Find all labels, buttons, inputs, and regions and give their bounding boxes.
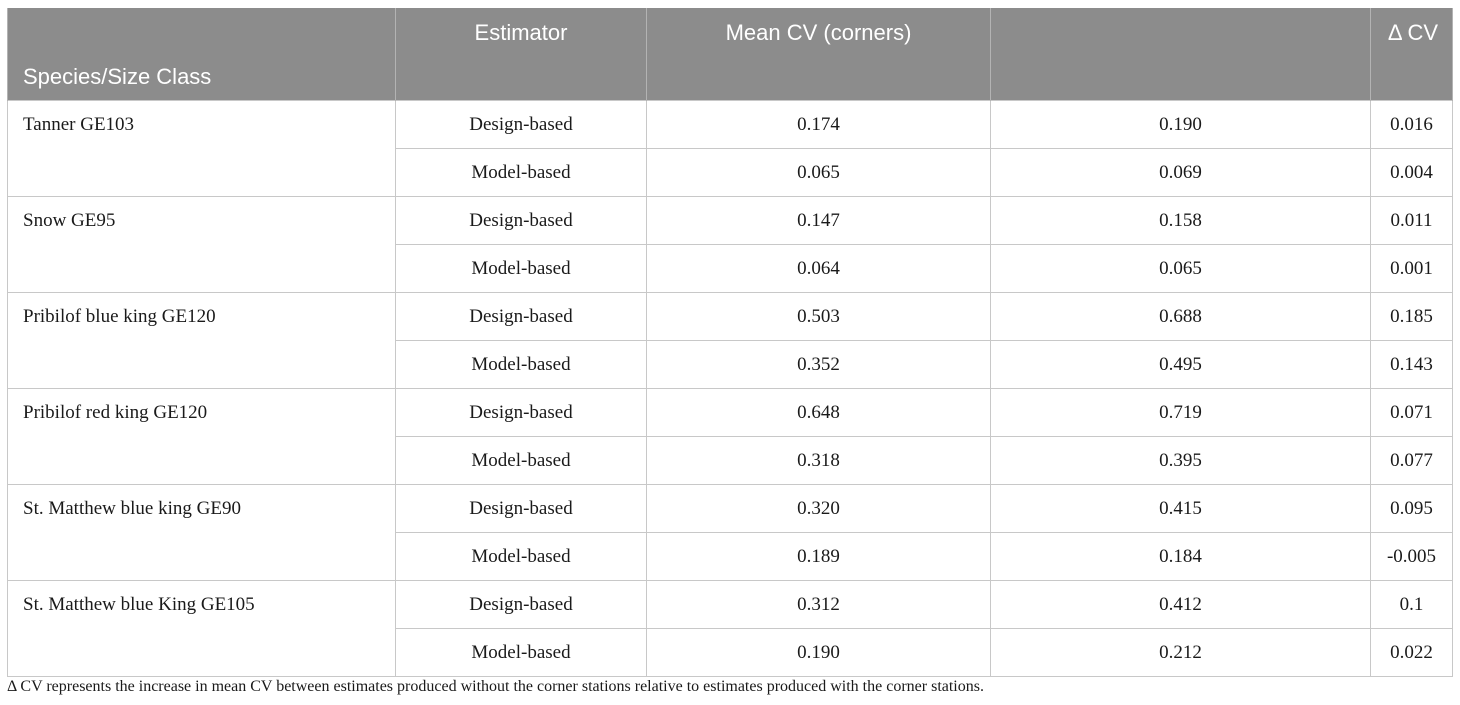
- cell-col4: 0.158: [990, 196, 1371, 245]
- cell-col4: 0.719: [990, 388, 1371, 437]
- cell-estimator: Model-based: [395, 628, 647, 677]
- cell-delta-cv: 0.022: [1370, 628, 1453, 677]
- table-row: Model-based 0.318 0.395 0.077: [7, 436, 1453, 485]
- table-row: Model-based 0.190 0.212 0.022: [7, 628, 1453, 677]
- cell-mean-cv: 0.174: [646, 100, 991, 149]
- cell-delta-cv: 0.004: [1370, 148, 1453, 197]
- cell-col4: 0.415: [990, 484, 1371, 533]
- cell-col4: 0.184: [990, 532, 1371, 581]
- cell-species: [7, 436, 396, 485]
- cell-mean-cv: 0.190: [646, 628, 991, 677]
- cell-estimator: Design-based: [395, 100, 647, 149]
- cell-mean-cv: 0.147: [646, 196, 991, 245]
- cell-species: St. Matthew blue king GE90: [7, 484, 396, 533]
- cell-species: [7, 532, 396, 581]
- cell-delta-cv: 0.001: [1370, 244, 1453, 293]
- cell-mean-cv: 0.064: [646, 244, 991, 293]
- cell-delta-cv: 0.095: [1370, 484, 1453, 533]
- table-row: Snow GE95 Design-based 0.147 0.158 0.011: [7, 196, 1453, 245]
- cell-estimator: Model-based: [395, 532, 647, 581]
- header-col4: [990, 8, 1371, 101]
- cell-delta-cv: 0.077: [1370, 436, 1453, 485]
- cell-estimator: Model-based: [395, 148, 647, 197]
- cell-col4: 0.688: [990, 292, 1371, 341]
- cell-delta-cv: 0.1: [1370, 580, 1453, 629]
- cv-table: Species/Size Class Estimator Mean CV (co…: [7, 8, 1453, 677]
- cell-delta-cv: -0.005: [1370, 532, 1453, 581]
- header-mean-cv: Mean CV (corners): [646, 8, 991, 101]
- cell-col4: 0.065: [990, 244, 1371, 293]
- cell-estimator: Design-based: [395, 196, 647, 245]
- cell-delta-cv: 0.143: [1370, 340, 1453, 389]
- table-footnote: Δ CV represents the increase in mean CV …: [7, 678, 984, 695]
- cell-estimator: Design-based: [395, 580, 647, 629]
- cell-mean-cv: 0.352: [646, 340, 991, 389]
- cell-species: Tanner GE103: [7, 100, 396, 149]
- cell-estimator: Design-based: [395, 388, 647, 437]
- cell-mean-cv: 0.320: [646, 484, 991, 533]
- table-row: St. Matthew blue King GE105 Design-based 0…: [7, 580, 1453, 629]
- header-estimator: Estimator: [395, 8, 647, 101]
- table-row: Model-based 0.065 0.069 0.004: [7, 148, 1453, 197]
- data-table-container: Species/Size Class Estimator Mean CV (co…: [7, 8, 1453, 677]
- cell-col4: 0.412: [990, 580, 1371, 629]
- cell-species: Pribilof red king GE120: [7, 388, 396, 437]
- header-species: Species/Size Class: [7, 8, 396, 101]
- cell-mean-cv: 0.503: [646, 292, 991, 341]
- cell-species: [7, 340, 396, 389]
- table-body: Tanner GE103 Design-based 0.174 0.190 0.016 M…: [7, 100, 1453, 677]
- cell-estimator: Model-based: [395, 436, 647, 485]
- cell-delta-cv: 0.011: [1370, 196, 1453, 245]
- cell-species: Pribilof blue king GE120: [7, 292, 396, 341]
- cell-mean-cv: 0.312: [646, 580, 991, 629]
- table-row: Model-based 0.189 0.184 -0.005: [7, 532, 1453, 581]
- cell-estimator: Model-based: [395, 244, 647, 293]
- table-row: Pribilof red king GE120 Design-based 0.648…: [7, 388, 1453, 437]
- cell-mean-cv: 0.648: [646, 388, 991, 437]
- cell-species: [7, 628, 396, 677]
- cell-species: Snow GE95: [7, 196, 396, 245]
- cell-mean-cv: 0.189: [646, 532, 991, 581]
- cell-delta-cv: 0.185: [1370, 292, 1453, 341]
- header-row: Species/Size Class Estimator Mean CV (co…: [7, 8, 1453, 101]
- cell-species: [7, 244, 396, 293]
- table-row: Tanner GE103 Design-based 0.174 0.190 0.016: [7, 100, 1453, 149]
- cell-mean-cv: 0.318: [646, 436, 991, 485]
- table-row: Pribilof blue king GE120 Design-based 0.50…: [7, 292, 1453, 341]
- table-header: Species/Size Class Estimator Mean CV (co…: [7, 8, 1453, 101]
- cell-mean-cv: 0.065: [646, 148, 991, 197]
- cell-estimator: Design-based: [395, 292, 647, 341]
- table-row: St. Matthew blue king GE90 Design-based 0.…: [7, 484, 1453, 533]
- cell-col4: 0.495: [990, 340, 1371, 389]
- cell-delta-cv: 0.071: [1370, 388, 1453, 437]
- cell-estimator: Design-based: [395, 484, 647, 533]
- cell-col4: 0.069: [990, 148, 1371, 197]
- cell-delta-cv: 0.016: [1370, 100, 1453, 149]
- table-row: Model-based 0.064 0.065 0.001: [7, 244, 1453, 293]
- cell-species: St. Matthew blue King GE105: [7, 580, 396, 629]
- table-row: Model-based 0.352 0.495 0.143: [7, 340, 1453, 389]
- cell-col4: 0.395: [990, 436, 1371, 485]
- cell-species: [7, 148, 396, 197]
- cell-estimator: Model-based: [395, 340, 647, 389]
- header-delta-cv: Δ CV: [1370, 8, 1453, 101]
- cell-col4: 0.190: [990, 100, 1371, 149]
- cell-col4: 0.212: [990, 628, 1371, 677]
